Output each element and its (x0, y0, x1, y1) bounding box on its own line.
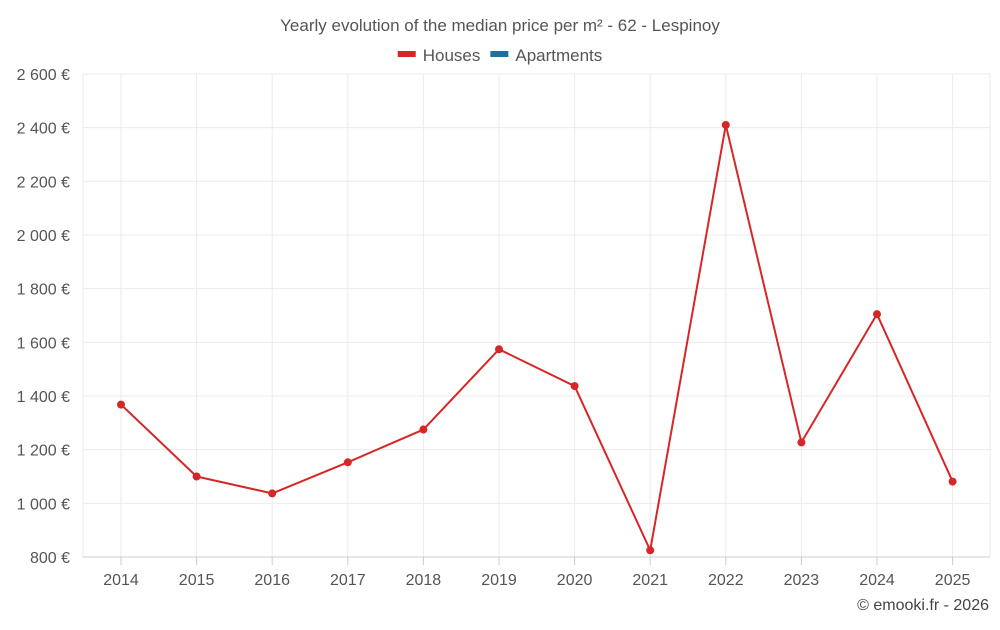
chart-legend: Houses Apartments (397, 46, 602, 65)
legend-label: Apartments (515, 46, 602, 65)
data-point (873, 310, 881, 319)
data-point (721, 120, 730, 129)
x-tick-label: 2014 (103, 572, 139, 589)
data-point (495, 345, 503, 354)
x-axis-ticks: 2014 2015 2016 2017 2018 2019 2020 2021 2022 2023… (103, 557, 970, 589)
legend-item-apartments: Apartments (490, 46, 602, 65)
data-point (343, 458, 352, 467)
y-tick-label: 2 000 € (17, 228, 70, 245)
y-tick-label: 2 200 € (17, 174, 70, 191)
y-gridlines (83, 73, 990, 504)
x-tick-label: 2020 (557, 572, 593, 589)
data-point (797, 438, 806, 447)
y-tick-label: 800 € (30, 550, 70, 567)
x-tick-label: 2016 (254, 572, 290, 589)
data-point (268, 489, 277, 498)
y-tick-label: 2 600 € (17, 67, 70, 84)
x-tick-label: 2022 (708, 572, 744, 589)
data-point (646, 546, 655, 555)
legend-swatch (397, 51, 416, 57)
y-tick-label: 1 200 € (17, 443, 70, 460)
x-tick-label: 2019 (481, 572, 517, 589)
legend-item-houses: Houses (397, 46, 481, 65)
credit-text: © emooki.fr - 2026 (857, 597, 989, 614)
y-tick-label: 1 000 € (17, 496, 70, 513)
y-axis-ticks: 800 € 1 000 € 1 200 € 1 400 € 1 600 € 1 800 €… (17, 67, 70, 567)
x-gridlines (82, 74, 991, 557)
x-tick-label: 2021 (632, 572, 668, 589)
series-line-houses (120, 123, 954, 552)
y-tick-label: 1 800 € (17, 282, 70, 299)
x-tick-label: 2017 (330, 572, 366, 589)
data-point (117, 400, 125, 409)
chart-title: Yearly evolution of the median price per… (280, 16, 720, 35)
x-tick-label: 2018 (406, 572, 442, 589)
x-tick-label: 2015 (179, 572, 215, 589)
legend-label: Houses (423, 46, 481, 65)
y-tick-label: 1 600 € (17, 335, 70, 352)
data-point (948, 477, 957, 486)
x-tick-label: 2023 (784, 572, 820, 589)
data-point (192, 472, 201, 481)
data-point (570, 382, 579, 391)
x-tick-label: 2024 (859, 572, 895, 589)
y-tick-label: 2 400 € (17, 121, 70, 138)
data-point (419, 425, 428, 434)
series-layer (117, 120, 957, 555)
legend-swatch (490, 51, 509, 57)
x-tick-label: 2025 (935, 572, 971, 589)
y-tick-label: 1 400 € (17, 389, 70, 406)
